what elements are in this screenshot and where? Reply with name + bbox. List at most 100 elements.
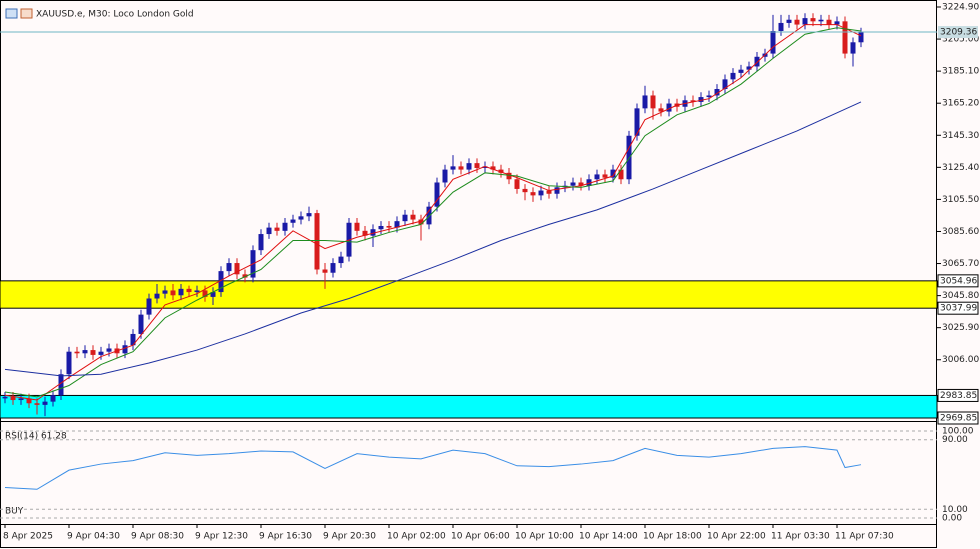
candle-body (474, 163, 480, 168)
candle-body (530, 192, 536, 196)
candle-body (618, 169, 624, 180)
candle-body (442, 169, 448, 183)
zone-label-bg (937, 301, 979, 315)
candle-body (514, 179, 520, 189)
zone-label-bg (937, 388, 979, 402)
y-tick-label: 3165.20 (942, 99, 979, 109)
candle-body (538, 190, 544, 196)
candle-body (410, 214, 416, 220)
y-tick-label: 3085.60 (942, 227, 979, 237)
candle-body (306, 213, 312, 217)
candle-body (282, 222, 288, 231)
x-tick-label: 9 Apr 12:30 (195, 532, 248, 542)
candle-body (610, 169, 616, 178)
candle-body (858, 32, 864, 43)
candle-body (450, 166, 456, 170)
candle-body (722, 79, 728, 90)
candle-body (34, 403, 40, 405)
candle-body (322, 269, 328, 273)
candle-body (354, 222, 360, 231)
zone-label: 2969.85 (940, 414, 977, 424)
candle-body (690, 100, 696, 102)
candle-body (362, 230, 368, 236)
candle-body (274, 227, 280, 231)
candle-body (498, 169, 504, 173)
candle-body (426, 206, 432, 225)
candle-body (778, 22, 784, 32)
candle-body (714, 89, 720, 96)
y-tick-label: 3045.80 (942, 291, 979, 301)
x-tick-label: 10 Apr 18:00 (643, 532, 702, 542)
candle-body (706, 95, 712, 98)
candle-body (266, 227, 272, 235)
candle-body (2, 396, 8, 399)
candle-body (58, 374, 64, 396)
candle-body (818, 19, 824, 22)
y-tick-label: 0.00 (942, 514, 962, 524)
x-tick-label: 9 Apr 08:30 (131, 532, 184, 542)
candle-body (490, 166, 496, 170)
moving-average (4, 27, 862, 398)
candle-body (666, 103, 672, 112)
icon[interactable] (5, 8, 18, 19)
candle-body (82, 350, 88, 354)
candle-body (554, 187, 560, 194)
zone (0, 280, 938, 309)
icon[interactable] (20, 8, 33, 19)
moving-average (4, 24, 862, 401)
candle-body (770, 31, 776, 54)
y-tick-label: 3105.50 (942, 195, 979, 205)
y-tick-label: 3006.00 (942, 355, 979, 365)
candle-body (290, 219, 296, 223)
candle-body (154, 293, 160, 299)
candle-body (738, 69, 744, 73)
candle-body (18, 398, 24, 401)
candle-body (146, 298, 152, 315)
candle-body (826, 19, 832, 25)
x-tick-label: 10 Apr 22:00 (707, 532, 766, 542)
zone-label: 3037.99 (940, 304, 977, 314)
zone-label-bg (937, 274, 979, 288)
candle-body (522, 188, 528, 193)
candle-body (106, 348, 112, 352)
candle-body (194, 290, 200, 293)
y-tick-label: 3125.40 (942, 163, 979, 173)
candle-body (314, 213, 320, 270)
candle-body (42, 401, 48, 405)
candle-body (178, 288, 184, 296)
zone-label: 3054.96 (940, 276, 977, 286)
candle-body (330, 263, 336, 273)
candle-body (338, 256, 344, 264)
candle-body (394, 221, 400, 228)
candle-body (202, 290, 208, 297)
candle-body (74, 351, 80, 354)
candle-body (66, 351, 72, 375)
candle-body (546, 190, 552, 194)
candle-body (10, 396, 16, 401)
candle-body (378, 225, 384, 230)
y-tick-label: 3205.00 (942, 35, 979, 45)
candle-body (370, 229, 376, 236)
candle-body (482, 166, 488, 168)
candle-body (258, 234, 264, 251)
frame (0, 0, 937, 548)
y-tick-label: 3185.10 (942, 67, 979, 77)
y-tick-label: 3065.70 (942, 259, 979, 269)
zone-label-bg (937, 411, 979, 425)
x-tick-label: 9 Apr 16:30 (259, 532, 312, 542)
candle-body (130, 333, 136, 346)
x-tick-label: 10 Apr 02:00 (387, 532, 446, 542)
candle-body (754, 56, 760, 67)
y-tick-label: 90.00 (942, 435, 968, 445)
candle-body (402, 214, 408, 222)
candle-body (434, 182, 440, 207)
candle-body (506, 172, 512, 180)
candle-body (602, 174, 608, 178)
candle-body (810, 18, 816, 22)
price-label: 3209.36 (940, 28, 977, 38)
moving-average (4, 101, 862, 377)
candle-body (586, 179, 592, 186)
candle-body (730, 72, 736, 80)
